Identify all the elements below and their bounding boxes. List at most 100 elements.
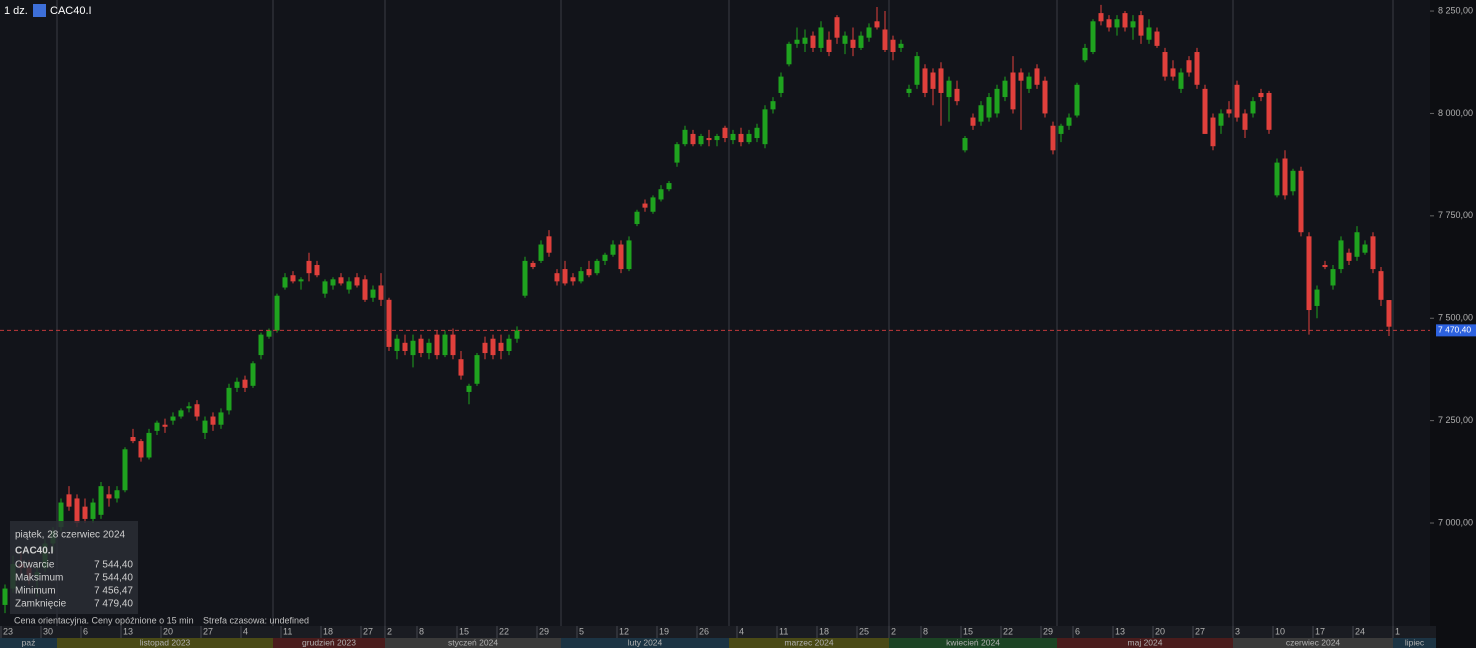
candle-body <box>1066 117 1072 126</box>
candle-body <box>922 68 928 93</box>
candle-body <box>650 197 656 212</box>
candle-body <box>1074 84 1080 116</box>
grid <box>56 0 1394 638</box>
candle-body <box>298 279 304 282</box>
candle-body <box>1162 52 1168 77</box>
candle-body <box>1178 72 1184 89</box>
candle-body <box>578 271 584 282</box>
candle-body <box>314 264 320 276</box>
candle-body <box>906 88 912 93</box>
candle-body <box>210 416 216 425</box>
candle-body <box>642 203 648 208</box>
month-band <box>385 638 561 648</box>
candle-body <box>1250 101 1256 114</box>
x-tick-label: 12 <box>619 626 629 636</box>
candle-body <box>322 281 328 294</box>
candle-body <box>122 449 128 491</box>
candle-body <box>1298 170 1304 233</box>
candle-body <box>1154 31 1160 46</box>
candle-body <box>1370 236 1376 270</box>
candle-body <box>1242 113 1248 130</box>
candle-body <box>258 334 264 356</box>
candle-body <box>242 379 248 388</box>
candle-body <box>1362 244 1368 253</box>
tooltip-label: Zamknięcie <box>15 599 67 610</box>
candle-body <box>674 144 680 163</box>
candle-body <box>282 277 288 288</box>
candles <box>0 4 1430 614</box>
candle-body <box>106 494 112 499</box>
x-tick-label: 19 <box>659 626 669 636</box>
candle-body <box>986 97 992 118</box>
month-label: kwiecień 2024 <box>946 637 1000 647</box>
interval[interactable]: 1 dz. <box>4 5 28 17</box>
candle-body <box>978 105 984 122</box>
candle-body <box>1042 80 1048 114</box>
month-label: lipiec <box>1405 637 1425 647</box>
candle-body <box>354 277 360 286</box>
candle-body <box>234 381 240 388</box>
candle-body <box>1026 76 1032 89</box>
candle-body <box>810 35 816 48</box>
symbol[interactable]: CAC40.I <box>50 5 92 17</box>
candle-body <box>130 437 136 442</box>
candle-body <box>1346 252 1352 261</box>
x-tick-label: 27 <box>363 626 373 636</box>
x-tick-label: 15 <box>963 626 973 636</box>
candle-body <box>2 588 8 605</box>
candle-body <box>170 416 176 421</box>
candle-body <box>1378 271 1384 300</box>
tooltip-date: piątek, 28 czerwiec 2024 <box>15 530 126 541</box>
candle-body <box>850 39 856 48</box>
candle-body <box>722 127 728 139</box>
candle-body <box>914 56 920 85</box>
tooltip-label: Minimum <box>15 586 56 597</box>
candle-body <box>1274 162 1280 196</box>
tooltip-label: Otwarcie <box>15 560 55 571</box>
tooltip-value: 7 544,40 <box>94 573 133 584</box>
candle-body <box>1106 19 1112 28</box>
x-tick-label: 22 <box>1003 626 1013 636</box>
tooltip-symbol: CAC40.I <box>15 546 54 557</box>
candle-body <box>1018 72 1024 81</box>
candle-body <box>738 133 744 143</box>
candle-body <box>418 338 424 354</box>
candle-body <box>1098 13 1104 22</box>
candle-body <box>834 17 840 38</box>
candle-body <box>1338 240 1344 270</box>
candle-body <box>458 359 464 376</box>
current-price-label: 7 470,40 <box>1438 325 1471 335</box>
candle-body <box>554 273 560 282</box>
x-tick-label: 4 <box>739 626 744 636</box>
candle-body <box>1282 158 1288 196</box>
tooltip-value: 7 456,47 <box>94 586 133 597</box>
candle-body <box>506 338 512 351</box>
x-tick-label: 29 <box>1043 626 1053 636</box>
candle-body <box>794 39 800 44</box>
candle-body <box>1186 60 1192 73</box>
candle-body <box>346 281 352 290</box>
x-tick-label: 25 <box>859 626 869 636</box>
candle-body <box>146 432 152 458</box>
candle-body <box>1322 264 1328 268</box>
candle-body <box>218 412 224 425</box>
x-tick-label: 11 <box>779 626 788 636</box>
candle-body <box>274 295 280 331</box>
candle-body <box>746 133 752 143</box>
candle-body <box>682 129 688 145</box>
candle-body <box>194 404 200 417</box>
x-tick-label: 29 <box>539 626 549 636</box>
candle-body <box>98 486 104 515</box>
candle-body <box>562 269 568 284</box>
candle-body <box>1258 92 1264 98</box>
candle-body <box>938 68 944 93</box>
x-tick-label: 5 <box>579 626 584 636</box>
candle-body <box>290 275 296 282</box>
candle-body <box>730 133 736 141</box>
candle-body <box>1314 289 1320 306</box>
candle-body <box>490 338 496 356</box>
x-tick-label: 20 <box>163 626 173 636</box>
candle-body <box>634 211 640 225</box>
y-tick-label: 7 750,00 <box>1438 210 1473 220</box>
